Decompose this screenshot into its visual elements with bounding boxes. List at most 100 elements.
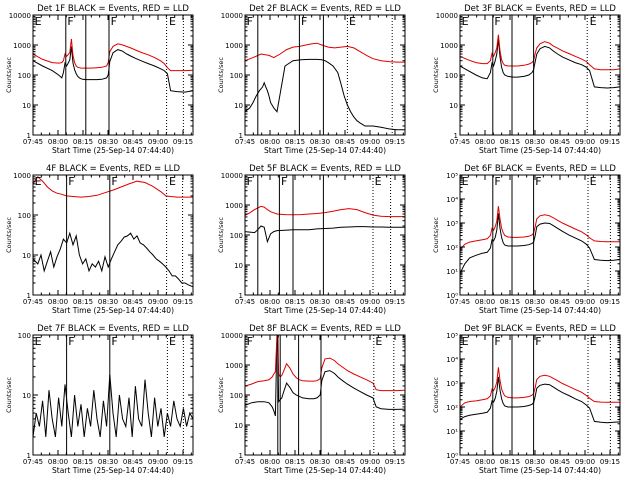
lld-series-line [460,206,620,250]
x-tick-label: 09:15 [600,458,620,466]
x-tick-label: 07:45 [450,298,470,306]
region-label: E [169,335,176,348]
x-tick-label: 08:15 [73,298,93,306]
region-label: E [35,175,42,188]
region-label: E [590,335,597,348]
y-tick-label: 10² [446,244,458,252]
x-axis-label: Start Time (25-Sep-14 07:44:40) [52,146,174,155]
y-axis-label: Counts/sec [432,57,440,93]
y-tick-label: 10000 [221,172,243,180]
x-axis-label: Start Time (25-Sep-14 07:44:40) [52,466,174,475]
y-tick-label: 100 [230,72,243,80]
x-axis-label: Start Time (25-Sep-14 07:44:40) [52,306,174,315]
panel-title: Det 9F BLACK = Events, RED = LLD [464,324,616,334]
x-axis-label: Start Time (25-Sep-14 07:44:40) [264,146,386,155]
series-group [245,335,405,417]
x-tick-label: 09:00 [360,298,380,306]
y-tick-label: 100 [18,212,31,220]
x-tick-label: 07:45 [23,138,43,146]
x-tick-label: 09:15 [600,298,620,306]
y-tick-label: 10⁵ [446,172,458,180]
lld-series-line [33,176,193,198]
x-tick-label: 08:00 [48,458,68,466]
x-tick-label: 08:45 [123,458,143,466]
y-tick-label: 10 [449,102,458,110]
x-tick-label: 08:15 [500,298,520,306]
y-tick-label: 10000 [436,12,458,20]
x-tick-label: 07:45 [450,458,470,466]
series-group [460,206,620,274]
x-tick-label: 08:30 [98,458,118,466]
y-tick-label: 1 [239,452,243,460]
y-tick-label: 10⁴ [446,196,458,204]
x-tick-label: 09:00 [148,298,168,306]
region-label: E [169,15,176,28]
region-label: F [111,175,117,188]
y-tick-label: 10⁴ [446,356,458,364]
x-tick-label: 08:45 [123,298,143,306]
x-tick-label: 08:15 [500,138,520,146]
y-tick-label: 1 [454,132,458,140]
region-label: F [111,335,117,348]
x-tick-label: 09:15 [173,458,193,466]
region-label: E [590,175,597,188]
y-tick-label: 10000 [221,12,243,20]
series-group [245,205,405,244]
y-tick-label: 10¹ [446,428,458,436]
x-tick-label: 08:45 [550,138,570,146]
x-tick-label: 08:15 [285,458,305,466]
region-label: F [68,335,74,348]
region-label: E [349,15,356,28]
y-tick-label: 1 [239,292,243,300]
y-tick-label: 100 [445,72,458,80]
x-tick-label: 08:15 [285,138,305,146]
x-tick-label: 08:45 [335,298,355,306]
y-axis-label: Counts/sec [217,377,225,413]
y-tick-label: 1 [27,292,31,300]
y-axis-label: Counts/sec [217,217,225,253]
x-tick-label: 08:45 [335,138,355,146]
y-tick-label: 100 [230,392,243,400]
x-tick-label: 08:45 [123,138,143,146]
region-label: E [462,335,469,348]
region-label: F [67,15,73,28]
region-label: E [462,175,469,188]
x-axis-label: Start Time (25-Sep-14 07:44:40) [479,306,601,315]
y-tick-label: 10 [22,252,31,260]
x-tick-label: 08:00 [260,458,280,466]
lld-series-line [460,367,620,408]
x-tick-label: 08:30 [525,458,545,466]
x-axis-label: Start Time (25-Sep-14 07:44:40) [479,146,601,155]
y-tick-label: 1000 [13,172,31,180]
y-tick-label: 10 [22,392,31,400]
x-tick-label: 09:00 [575,138,595,146]
y-axis-label: Counts/sec [432,377,440,413]
y-tick-label: 1 [27,132,31,140]
x-tick-label: 09:00 [575,458,595,466]
x-tick-label: 08:30 [525,138,545,146]
y-axis-label: Counts/sec [432,217,440,253]
x-tick-label: 08:00 [475,458,495,466]
region-label: F [535,335,541,348]
x-tick-label: 08:30 [310,458,330,466]
y-tick-label: 1 [27,452,31,460]
region-label: E [169,175,176,188]
region-label: E [462,15,469,28]
x-tick-label: 09:15 [385,138,405,146]
y-tick-label: 10² [446,404,458,412]
x-tick-label: 07:45 [235,458,255,466]
y-axis-label: Counts/sec [5,217,13,253]
region-label: E [590,15,597,28]
y-tick-label: 1000 [440,42,458,50]
x-tick-label: 08:00 [48,298,68,306]
x-tick-label: 08:15 [73,458,93,466]
region-label: F [281,175,287,188]
panel-title: 4F BLACK = Events, RED = LLD [46,164,180,174]
